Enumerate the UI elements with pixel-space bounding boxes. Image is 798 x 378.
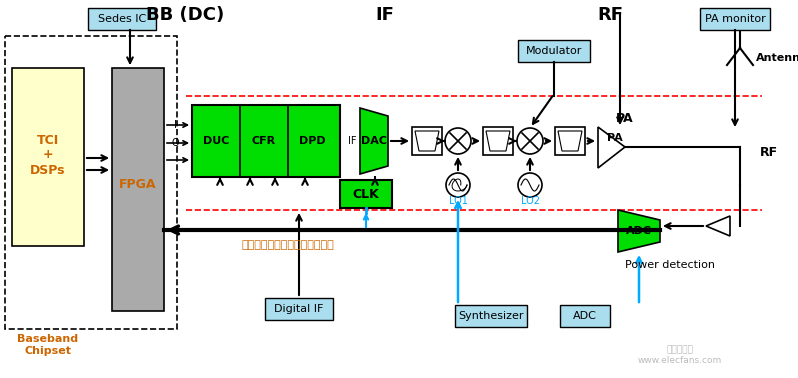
- Text: PA: PA: [607, 133, 623, 143]
- Text: Modulator: Modulator: [526, 46, 583, 56]
- Polygon shape: [360, 108, 388, 174]
- Polygon shape: [598, 127, 625, 168]
- Circle shape: [517, 128, 543, 154]
- Text: Baseband
Chipset: Baseband Chipset: [18, 334, 78, 356]
- Bar: [483, 127, 513, 155]
- Text: Q: Q: [172, 138, 179, 148]
- Text: TCI
+
DSPs: TCI + DSPs: [30, 133, 65, 177]
- Text: Synthesizer: Synthesizer: [458, 311, 523, 321]
- Polygon shape: [706, 216, 730, 236]
- Bar: [192, 105, 340, 177]
- Text: RF: RF: [760, 147, 778, 160]
- Text: CFR: CFR: [252, 136, 276, 146]
- Bar: [12, 68, 84, 246]
- Polygon shape: [558, 131, 582, 151]
- Bar: [555, 127, 585, 155]
- Bar: [340, 180, 392, 208]
- Bar: [5, 36, 177, 329]
- Text: LO1: LO1: [448, 196, 468, 206]
- Bar: [700, 8, 770, 30]
- Bar: [88, 8, 156, 30]
- Text: IF: IF: [348, 136, 356, 146]
- Text: PA: PA: [616, 112, 634, 124]
- Text: RF: RF: [597, 6, 623, 24]
- Text: PA monitor: PA monitor: [705, 14, 765, 24]
- Bar: [560, 305, 610, 327]
- Text: DPD: DPD: [298, 136, 326, 146]
- Circle shape: [445, 128, 471, 154]
- Text: FPGA: FPGA: [119, 178, 156, 192]
- Bar: [412, 127, 442, 155]
- Text: BB (DC): BB (DC): [146, 6, 224, 24]
- Text: CLK: CLK: [353, 187, 379, 200]
- Polygon shape: [415, 131, 439, 151]
- Text: ADC: ADC: [626, 226, 652, 236]
- Text: 参考资料：德州仪器，招商电子: 参考资料：德州仪器，招商电子: [242, 240, 334, 250]
- Bar: [455, 305, 527, 327]
- Text: DAC: DAC: [361, 136, 387, 146]
- Bar: [265, 298, 333, 320]
- Text: ADC: ADC: [573, 311, 597, 321]
- Bar: [518, 40, 590, 62]
- Bar: [112, 68, 164, 311]
- Circle shape: [518, 173, 542, 197]
- Text: I: I: [173, 120, 176, 130]
- Polygon shape: [618, 210, 660, 252]
- Text: Antenna: Antenna: [756, 53, 798, 63]
- Text: DUC: DUC: [203, 136, 229, 146]
- Text: Sedes IC: Sedes IC: [98, 14, 146, 24]
- Text: IF: IF: [376, 6, 394, 24]
- Text: Power detection: Power detection: [625, 260, 715, 270]
- Text: 电子发烧友
www.elecfans.com: 电子发烧友 www.elecfans.com: [638, 345, 722, 365]
- Polygon shape: [486, 131, 510, 151]
- Text: Digital IF: Digital IF: [275, 304, 324, 314]
- Text: LO2: LO2: [520, 196, 539, 206]
- Circle shape: [446, 173, 470, 197]
